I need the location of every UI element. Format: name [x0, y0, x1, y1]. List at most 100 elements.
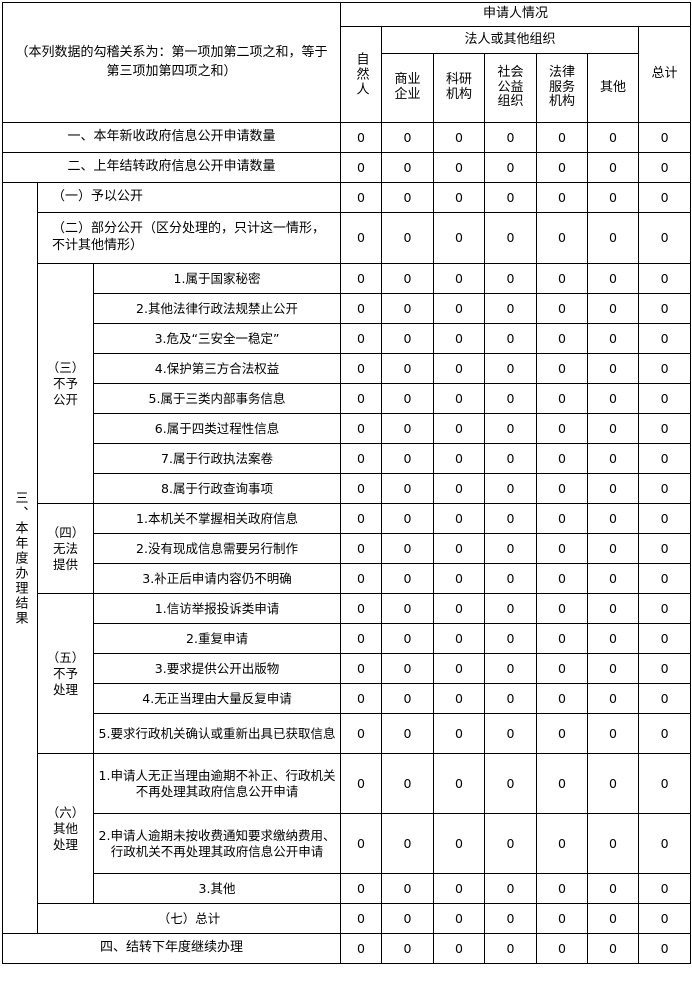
header-col-total: 总计 — [638, 26, 692, 123]
cell-commercial-enterprise: 0 — [381, 293, 435, 324]
cell-research-institution: 0 — [433, 383, 486, 414]
cell-other: 0 — [587, 713, 640, 754]
row-group-label: （六） 其他 处理 — [37, 753, 94, 904]
cell-other: 0 — [587, 753, 640, 814]
cell-total: 0 — [638, 683, 692, 714]
cell-social-welfare-org: 0 — [484, 903, 538, 934]
cell-total: 0 — [638, 353, 692, 384]
cell-other: 0 — [587, 903, 640, 934]
cell-legal-service-org: 0 — [536, 813, 589, 874]
cell-total: 0 — [638, 713, 692, 754]
cell-other: 0 — [587, 182, 640, 213]
corner-note: （本列数据的勾稽关系为：第一项加第二项之和，等于第三项加第四项之和） — [15, 44, 328, 79]
cell-legal-service-org: 0 — [536, 443, 589, 474]
row-label: 4.保护第三方合法权益 — [92, 353, 342, 384]
cell-total: 0 — [638, 593, 692, 624]
cell-other: 0 — [587, 653, 640, 684]
table-row: 3.危及“三安全一稳定” 0 0 0 0 0 0 0 — [3, 323, 692, 354]
table-row: （四） 无法 提供 1.本机关不掌握相关政府信息 0 0 0 0 0 0 0 — [3, 503, 692, 594]
header-col-research-institution: 科研 机构 — [433, 53, 486, 123]
cell-natural-person: 0 — [340, 293, 383, 324]
cell-legal-service-org: 0 — [536, 503, 589, 534]
cell-social-welfare-org: 0 — [484, 122, 538, 153]
cell-commercial-enterprise: 0 — [381, 933, 435, 964]
corner-note-cell: （本列数据的勾稽关系为：第一项加第二项之和，等于第三项加第四项之和） — [1, 2, 342, 123]
cell-natural-person: 0 — [340, 753, 383, 814]
cell-commercial-enterprise: 0 — [381, 473, 435, 504]
cell-other: 0 — [587, 383, 640, 414]
cell-legal-service-org: 0 — [536, 152, 589, 183]
table-row: 4.保护第三方合法权益 0 0 0 0 0 0 0 — [3, 353, 692, 384]
cell-legal-service-org: 0 — [536, 413, 589, 444]
cell-other: 0 — [587, 152, 640, 183]
table-row: 6.属于四类过程性信息 0 0 0 0 0 0 0 — [3, 413, 692, 444]
cell-natural-person: 0 — [340, 263, 383, 294]
cell-research-institution: 0 — [433, 713, 486, 754]
cell-social-welfare-org: 0 — [484, 443, 538, 474]
cell-research-institution: 0 — [433, 623, 486, 654]
cell-commercial-enterprise: 0 — [381, 503, 435, 534]
cell-other: 0 — [587, 683, 640, 714]
cell-social-welfare-org: 0 — [484, 533, 538, 564]
cell-other: 0 — [587, 473, 640, 504]
row-group-label: （四） 无法 提供 — [37, 503, 94, 594]
cell-research-institution: 0 — [433, 122, 486, 153]
table-row: 2.申请人逾期未按收费通知要求缴纳费用、行政机关不再处理其政府信息公开申请 0 0 0… — [3, 813, 692, 874]
cell-commercial-enterprise: 0 — [381, 443, 435, 474]
row-label: 7.属于行政执法案卷 — [92, 443, 342, 474]
row-label: 3.其他 — [92, 873, 342, 904]
cell-social-welfare-org: 0 — [484, 263, 538, 294]
row-group-label: （三） 不予 公开 — [37, 263, 94, 504]
cell-legal-service-org: 0 — [536, 293, 589, 324]
cell-other: 0 — [587, 122, 640, 153]
cell-research-institution: 0 — [433, 503, 486, 534]
cell-natural-person: 0 — [340, 653, 383, 684]
cell-total: 0 — [638, 443, 692, 474]
cell-legal-service-org: 0 — [536, 753, 589, 814]
cell-total: 0 — [638, 293, 692, 324]
table-row: 三、本年度办理结果 （一）予以公开 0 0 0 0 0 0 0 — [2, 182, 692, 934]
cell-legal-service-org: 0 — [536, 323, 589, 354]
cell-research-institution: 0 — [433, 323, 486, 354]
cell-total: 0 — [638, 753, 692, 814]
cell-other: 0 — [587, 533, 640, 564]
table-row: （三） 不予 公开 1.属于国家秘密 0 0 0 0 0 0 0 — [3, 263, 692, 504]
row-label: 1.申请人无正当理由逾期不补正、行政机关不再处理其政府信息公开申请 — [92, 753, 342, 814]
row-label: 3.补正后申请内容仍不明确 — [92, 563, 342, 594]
cell-research-institution: 0 — [433, 563, 486, 594]
cell-social-welfare-org: 0 — [484, 933, 538, 964]
row-label: （一）予以公开 — [36, 182, 342, 213]
cell-other: 0 — [587, 293, 640, 324]
row-label: （二）部分公开（区分处理的，只计这一情形，不计其他情形） — [36, 212, 342, 264]
cell-commercial-enterprise: 0 — [381, 813, 435, 874]
cell-natural-person: 0 — [340, 473, 383, 504]
row-label: 6.属于四类过程性信息 — [92, 413, 342, 444]
cell-social-welfare-org: 0 — [484, 182, 538, 213]
cell-commercial-enterprise: 0 — [381, 873, 435, 904]
cell-legal-service-org: 0 — [536, 873, 589, 904]
cell-social-welfare-org: 0 — [484, 212, 538, 264]
section-three-label: 三、本年度办理结果 — [12, 490, 28, 626]
table-row: 2.重复申请 0 0 0 0 0 0 0 — [3, 623, 692, 654]
cell-commercial-enterprise: 0 — [381, 593, 435, 624]
cell-research-institution: 0 — [433, 212, 486, 264]
cell-commercial-enterprise: 0 — [381, 653, 435, 684]
cell-research-institution: 0 — [433, 263, 486, 294]
table-row: （七）总计 0 0 0 0 0 0 0 — [3, 903, 692, 934]
cell-legal-service-org: 0 — [536, 353, 589, 384]
table-row: 3.补正后申请内容仍不明确 0 0 0 0 0 0 0 — [3, 563, 692, 594]
row-label: 1.信访举报投诉类申请 — [92, 593, 342, 624]
row-label: 5.要求行政机关确认或重新出具已获取信息 — [92, 713, 342, 754]
cell-research-institution: 0 — [433, 353, 486, 384]
cell-natural-person: 0 — [340, 182, 383, 213]
cell-social-welfare-org: 0 — [484, 873, 538, 904]
cell-natural-person: 0 — [340, 353, 383, 384]
cell-legal-service-org: 0 — [536, 683, 589, 714]
cell-social-welfare-org: 0 — [484, 683, 538, 714]
cell-legal-service-org: 0 — [536, 593, 589, 624]
cell-legal-service-org: 0 — [536, 713, 589, 754]
cell-research-institution: 0 — [433, 653, 486, 684]
cell-natural-person: 0 — [340, 593, 383, 624]
cell-total: 0 — [638, 383, 692, 414]
cell-commercial-enterprise: 0 — [381, 623, 435, 654]
